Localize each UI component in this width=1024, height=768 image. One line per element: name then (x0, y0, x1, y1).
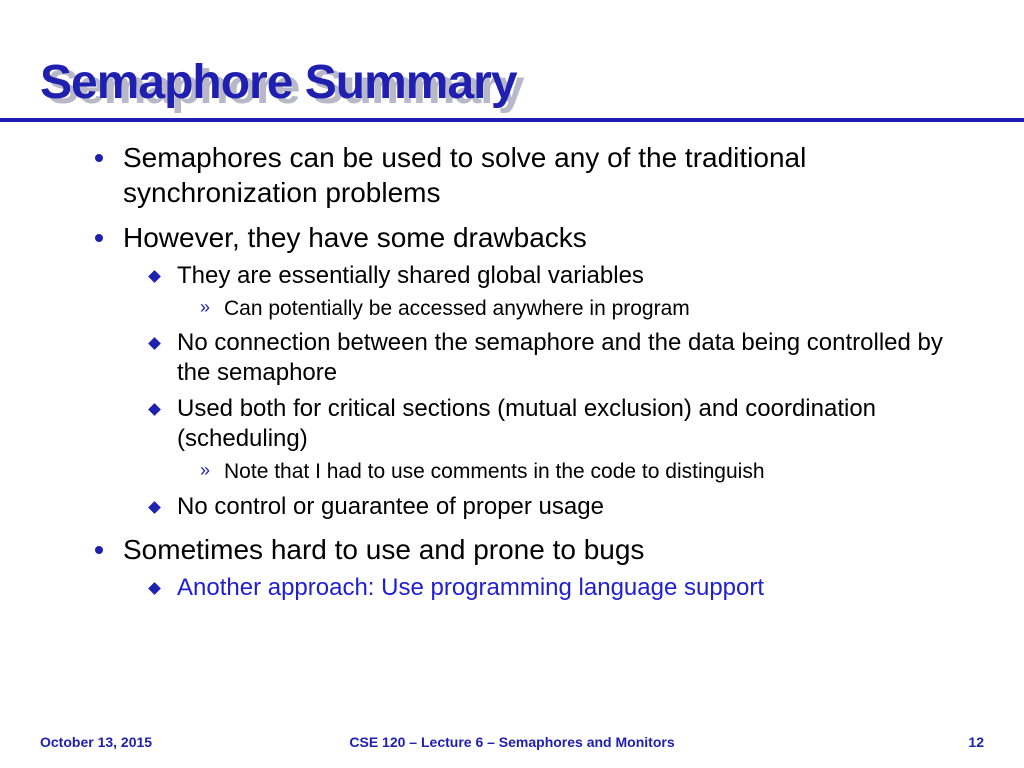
bullet-arrow-icon: » (200, 297, 210, 318)
list-item: No connection between the semaphore and … (150, 328, 974, 388)
bullet-diamond-icon (148, 582, 161, 595)
slide-content: Semaphores can be used to solve any of t… (0, 122, 1024, 603)
sub-list: They are essentially shared global varia… (95, 261, 974, 522)
sub-list: Another approach: Use programming langua… (95, 573, 974, 603)
bullet-diamond-icon (148, 403, 161, 416)
slide: Semaphore Summary Semaphore Summary Sema… (0, 0, 1024, 768)
list-item: However, they have some drawbacks They ar… (95, 220, 974, 522)
list-item: Another approach: Use programming langua… (150, 573, 974, 603)
list-item: No control or guarantee of proper usage (150, 492, 974, 522)
list-item: They are essentially shared global varia… (150, 261, 974, 322)
bullet-text: Another approach: Use programming langua… (177, 573, 764, 603)
slide-title: Semaphore Summary (40, 55, 1024, 110)
bullet-text: They are essentially shared global varia… (177, 261, 644, 291)
bullet-list: Semaphores can be used to solve any of t… (95, 140, 974, 603)
bullet-arrow-icon: » (200, 460, 210, 481)
list-item: Sometimes hard to use and prone to bugs A… (95, 532, 974, 603)
slide-footer: October 13, 2015 CSE 120 – Lecture 6 – S… (0, 734, 1024, 750)
list-item: Used both for critical sections (mutual … (150, 394, 974, 485)
list-item: Semaphores can be used to solve any of t… (95, 140, 974, 210)
bullet-dot-icon (95, 154, 103, 162)
footer-page: 12 (968, 734, 984, 750)
bullet-diamond-icon (148, 270, 161, 283)
bullet-text: No connection between the semaphore and … (177, 328, 974, 388)
bullet-text: Sometimes hard to use and prone to bugs (123, 532, 644, 567)
list-item: » Can potentially be accessed anywhere in… (200, 295, 974, 322)
bullet-dot-icon (95, 546, 103, 554)
bullet-dot-icon (95, 234, 103, 242)
bullet-text: No control or guarantee of proper usage (177, 492, 604, 522)
title-area: Semaphore Summary Semaphore Summary (0, 0, 1024, 110)
bullet-text: However, they have some drawbacks (123, 220, 587, 255)
bullet-text: Used both for critical sections (mutual … (177, 394, 974, 454)
footer-center: CSE 120 – Lecture 6 – Semaphores and Mon… (349, 734, 674, 750)
sub-sub-list: » Can potentially be accessed anywhere in… (150, 295, 974, 322)
list-item: » Note that I had to use comments in the … (200, 458, 974, 485)
bullet-text: Semaphores can be used to solve any of t… (123, 140, 974, 210)
bullet-text: Note that I had to use comments in the c… (224, 458, 764, 485)
footer-date: October 13, 2015 (40, 734, 152, 750)
sub-sub-list: » Note that I had to use comments in the … (150, 458, 974, 485)
bullet-diamond-icon (148, 501, 161, 514)
bullet-diamond-icon (148, 337, 161, 350)
bullet-text: Can potentially be accessed anywhere in … (224, 295, 690, 322)
